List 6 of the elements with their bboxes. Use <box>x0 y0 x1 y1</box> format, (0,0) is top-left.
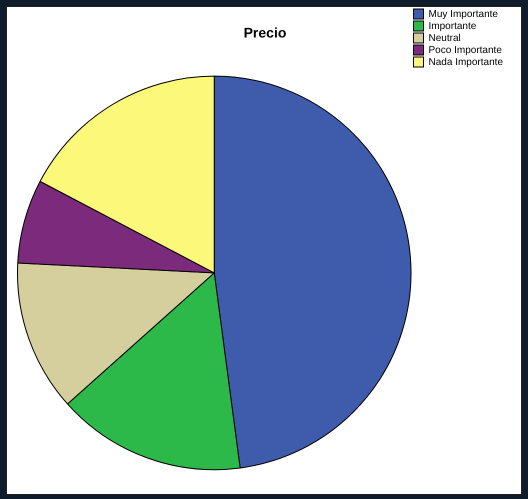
legend-label: Poco Importante <box>428 44 502 56</box>
legend-label: Muy Importante <box>428 8 498 20</box>
legend-label: Nada Importante <box>428 56 504 68</box>
legend-label: Neutral <box>428 32 461 44</box>
text: Precio <box>244 24 286 40</box>
legend-label: Importante <box>428 20 477 32</box>
